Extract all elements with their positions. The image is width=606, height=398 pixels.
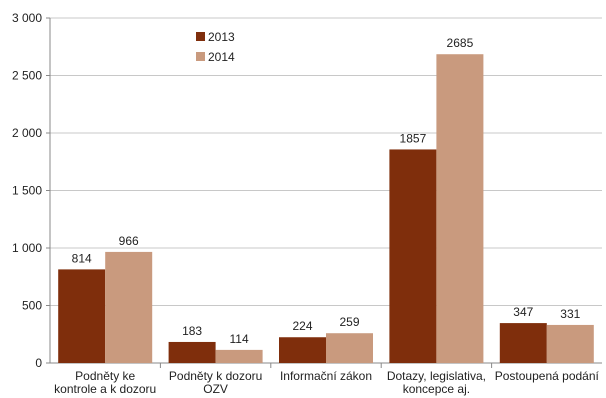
- bar-2014: [436, 54, 484, 363]
- y-tick-label: 3 000: [12, 11, 42, 25]
- data-label-2013: 224: [292, 319, 312, 333]
- bar-2014: [326, 333, 373, 363]
- data-label-2014: 259: [339, 315, 359, 329]
- y-tick-label: 2 500: [12, 69, 42, 83]
- data-label-2014: 331: [560, 307, 580, 321]
- y-tick-label: 0: [35, 356, 42, 370]
- data-label-2014: 966: [119, 234, 139, 248]
- legend-swatch-2013: [196, 32, 205, 41]
- legend-label-2013: 2013: [208, 30, 235, 44]
- bar-2013: [168, 341, 216, 363]
- data-label-2014: 114: [230, 332, 249, 346]
- category-label: Postoupená podání: [495, 369, 600, 383]
- data-label-2013: 1857: [400, 131, 427, 145]
- bar-2013: [58, 269, 106, 363]
- data-label-2014: 2685: [447, 36, 474, 50]
- legend: 2013 2014: [196, 30, 235, 64]
- legend-label-2014: 2014: [208, 50, 235, 64]
- data-label-2013: 814: [72, 251, 92, 265]
- data-labels: 814 966 183 114 224 259 1857 2685 347 331: [72, 36, 581, 346]
- bar-2013: [389, 149, 437, 363]
- bars: [58, 54, 594, 363]
- category-label: Podněty k dozoru: [169, 369, 262, 383]
- category-label: koncepce aj.: [403, 382, 470, 396]
- bar-2014: [215, 349, 263, 363]
- bar-2013: [499, 323, 547, 363]
- bar-2013: [279, 337, 326, 363]
- category-label: OZV: [203, 382, 228, 396]
- y-tick-label: 1 500: [12, 184, 42, 198]
- bar-2014: [105, 251, 153, 363]
- category-label: Informační zákon: [280, 369, 372, 383]
- data-label-2013: 347: [513, 305, 533, 319]
- legend-swatch-2014: [196, 52, 205, 61]
- category-label: Podněty ke: [75, 369, 135, 383]
- y-tick-label: 500: [22, 299, 42, 313]
- y-tick-label: 2 000: [12, 126, 42, 140]
- bar-2014: [546, 324, 594, 363]
- y-tick-label: 1 000: [12, 241, 42, 255]
- data-label-2013: 183: [182, 324, 202, 338]
- category-label: kontrole a k dozoru: [54, 382, 156, 396]
- category-label: Dotazy, legislativa,: [387, 369, 486, 383]
